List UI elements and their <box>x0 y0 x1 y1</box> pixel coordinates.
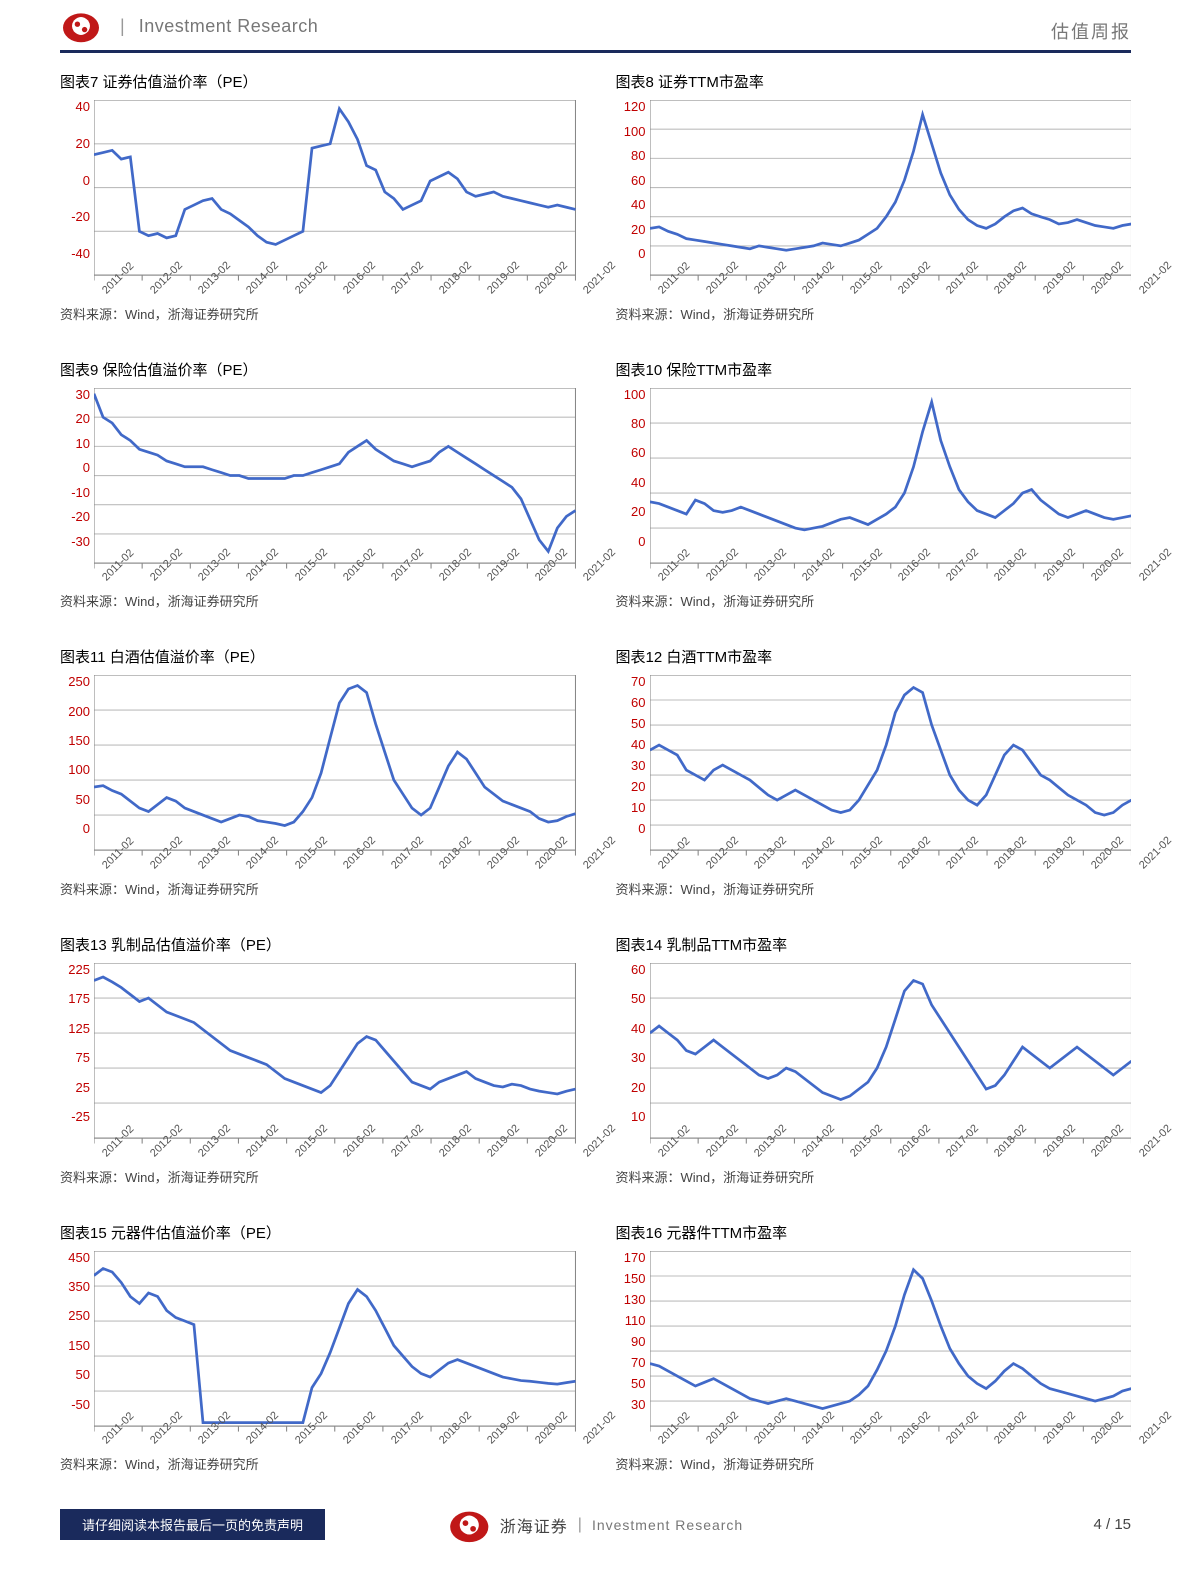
chart-source-caption: 资料来源：Wind，浙海证券研究所 <box>616 1167 1132 1186</box>
chart-panel: 250200150100500 2011-022012-022013-02201… <box>60 675 576 898</box>
footer-tagline: Investment Research <box>592 1517 743 1533</box>
chart-x-axis-labels: 2011-022012-022013-022014-022015-022016-… <box>616 861 1132 873</box>
chart-row: 图表9 保险估值溢价率（PE） 3020100-10-20-30 2011-02… <box>60 359 1131 611</box>
report-footer: 请仔细阅读本报告最后一页的免责声明 浙海证券 | Investment Rese… <box>60 1509 1131 1540</box>
chart-panel: 3020100-10-20-30 2011-022012-022013-0220… <box>60 388 576 611</box>
chart-source-caption: 资料来源：Wind，浙海证券研究所 <box>60 1167 576 1186</box>
chart-cell-left: 图表15 元器件估值溢价率（PE） 45035025015050-50 2011… <box>60 1222 576 1474</box>
chart-y-axis-labels: 2251751257525-25 <box>60 963 94 1123</box>
chart-y-axis-labels: 706050403020100 <box>616 675 650 835</box>
chart-source-caption: 资料来源：Wind，浙海证券研究所 <box>60 591 576 610</box>
chart-panel: 40200-20-40 2011-022012-022013-022014-02… <box>60 100 576 323</box>
chart-plot-area <box>94 388 576 570</box>
chart-cell-right: 图表10 保险TTM市盈率 100806040200 2011-022012-0… <box>616 359 1132 611</box>
header-separator: | <box>120 16 125 37</box>
chart-plot-area <box>650 388 1132 570</box>
chart-panel: 100806040200 2011-022012-022013-022014-0… <box>616 388 1132 611</box>
chart-panel: 605040302010 2011-022012-022013-022014-0… <box>616 963 1132 1186</box>
chart-x-axis-labels: 2011-022012-022013-022014-022015-022016-… <box>60 573 576 585</box>
chart-row: 图表7 证券估值溢价率（PE） 40200-20-40 2011-022012-… <box>60 71 1131 323</box>
chart-plot-area <box>94 675 576 857</box>
chart-y-axis-labels: 605040302010 <box>616 963 650 1123</box>
chart-cell-right: 图表8 证券TTM市盈率 120100806040200 2011-022012… <box>616 71 1132 323</box>
chart-x-axis-labels: 2011-022012-022013-022014-022015-022016-… <box>616 1149 1132 1161</box>
chart-cell-left: 图表11 白酒估值溢价率（PE） 250200150100500 2011-02… <box>60 646 576 898</box>
chart-source-caption: 资料来源：Wind，浙海证券研究所 <box>616 591 1132 610</box>
chart-title: 图表7 证券估值溢价率（PE） <box>60 71 576 92</box>
footer-brand-name: 浙海证券 <box>500 1513 568 1537</box>
chart-panel: 706050403020100 2011-022012-022013-02201… <box>616 675 1132 898</box>
chart-panel: 17015013011090705030 2011-022012-022013-… <box>616 1251 1132 1474</box>
chart-cell-right: 图表12 白酒TTM市盈率 706050403020100 2011-02201… <box>616 646 1132 898</box>
chart-source-caption: 资料来源：Wind，浙海证券研究所 <box>616 304 1132 323</box>
chart-title: 图表12 白酒TTM市盈率 <box>616 646 1132 667</box>
chart-source-caption: 资料来源：Wind，浙海证券研究所 <box>60 879 576 898</box>
chart-cell-right: 图表14 乳制品TTM市盈率 605040302010 2011-022012-… <box>616 934 1132 1186</box>
chart-source-caption: 资料来源：Wind，浙海证券研究所 <box>60 304 576 323</box>
chart-row: 图表15 元器件估值溢价率（PE） 45035025015050-50 2011… <box>60 1222 1131 1474</box>
chart-plot-area <box>650 100 1132 282</box>
chart-title: 图表9 保险估值溢价率（PE） <box>60 359 576 380</box>
chart-panel: 45035025015050-50 2011-022012-022013-022… <box>60 1251 576 1474</box>
chart-x-axis-labels: 2011-022012-022013-022014-022015-022016-… <box>616 573 1132 585</box>
chart-title: 图表11 白酒估值溢价率（PE） <box>60 646 576 667</box>
chart-source-caption: 资料来源：Wind，浙海证券研究所 <box>60 1454 576 1473</box>
chart-row: 图表13 乳制品估值溢价率（PE） 2251751257525-25 2011-… <box>60 934 1131 1186</box>
chart-panel: 2251751257525-25 2011-022012-022013-0220… <box>60 963 576 1186</box>
chart-plot-area <box>650 675 1132 857</box>
header-left: | Investment Research <box>60 8 318 44</box>
chart-panel: 120100806040200 2011-022012-022013-02201… <box>616 100 1132 323</box>
chart-x-axis-labels: 2011-022012-022013-022014-022015-022016-… <box>616 286 1132 298</box>
chart-x-axis-labels: 2011-022012-022013-022014-022015-022016-… <box>60 861 576 873</box>
chart-cell-right: 图表16 元器件TTM市盈率 17015013011090705030 2011… <box>616 1222 1132 1474</box>
footer-separator: | <box>578 1516 582 1534</box>
report-header: | Investment Research 估值周报 <box>60 0 1131 53</box>
chart-title: 图表8 证券TTM市盈率 <box>616 71 1132 92</box>
chart-source-caption: 资料来源：Wind，浙海证券研究所 <box>616 1454 1132 1473</box>
footer-brand: 浙海证券 | Investment Research <box>448 1507 743 1543</box>
chart-title: 图表14 乳制品TTM市盈率 <box>616 934 1132 955</box>
chart-title: 图表10 保险TTM市盈率 <box>616 359 1132 380</box>
footer-logo-icon <box>448 1507 490 1543</box>
chart-source-caption: 资料来源：Wind，浙海证券研究所 <box>616 879 1132 898</box>
chart-y-axis-labels: 250200150100500 <box>60 675 94 835</box>
chart-y-axis-labels: 100806040200 <box>616 388 650 548</box>
chart-title: 图表13 乳制品估值溢价率（PE） <box>60 934 576 955</box>
chart-y-axis-labels: 17015013011090705030 <box>616 1251 650 1411</box>
chart-x-axis-labels: 2011-022012-022013-022014-022015-022016-… <box>60 286 576 298</box>
header-left-text: Investment Research <box>139 16 319 37</box>
chart-title: 图表16 元器件TTM市盈率 <box>616 1222 1132 1243</box>
chart-cell-left: 图表7 证券估值溢价率（PE） 40200-20-40 2011-022012-… <box>60 71 576 323</box>
chart-x-axis-labels: 2011-022012-022013-022014-022015-022016-… <box>616 1436 1132 1448</box>
chart-y-axis-labels: 40200-20-40 <box>60 100 94 260</box>
footer-disclaimer: 请仔细阅读本报告最后一页的免责声明 <box>60 1509 325 1540</box>
chart-title: 图表15 元器件估值溢价率（PE） <box>60 1222 576 1243</box>
header-right-text: 估值周报 <box>1051 18 1131 44</box>
chart-plot-area <box>94 1251 576 1433</box>
chart-y-axis-labels: 3020100-10-20-30 <box>60 388 94 548</box>
chart-plot-area <box>650 1251 1132 1433</box>
chart-x-axis-labels: 2011-022012-022013-022014-022015-022016-… <box>60 1149 576 1161</box>
chart-y-axis-labels: 45035025015050-50 <box>60 1251 94 1411</box>
footer-page-number: 4 / 15 <box>1093 1516 1131 1533</box>
chart-y-axis-labels: 120100806040200 <box>616 100 650 260</box>
brand-logo-icon <box>60 8 102 44</box>
chart-plot-area <box>94 100 576 282</box>
chart-cell-left: 图表13 乳制品估值溢价率（PE） 2251751257525-25 2011-… <box>60 934 576 1186</box>
chart-row: 图表11 白酒估值溢价率（PE） 250200150100500 2011-02… <box>60 646 1131 898</box>
chart-plot-area <box>650 963 1132 1145</box>
chart-x-axis-labels: 2011-022012-022013-022014-022015-022016-… <box>60 1436 576 1448</box>
chart-cell-left: 图表9 保险估值溢价率（PE） 3020100-10-20-30 2011-02… <box>60 359 576 611</box>
chart-plot-area <box>94 963 576 1145</box>
